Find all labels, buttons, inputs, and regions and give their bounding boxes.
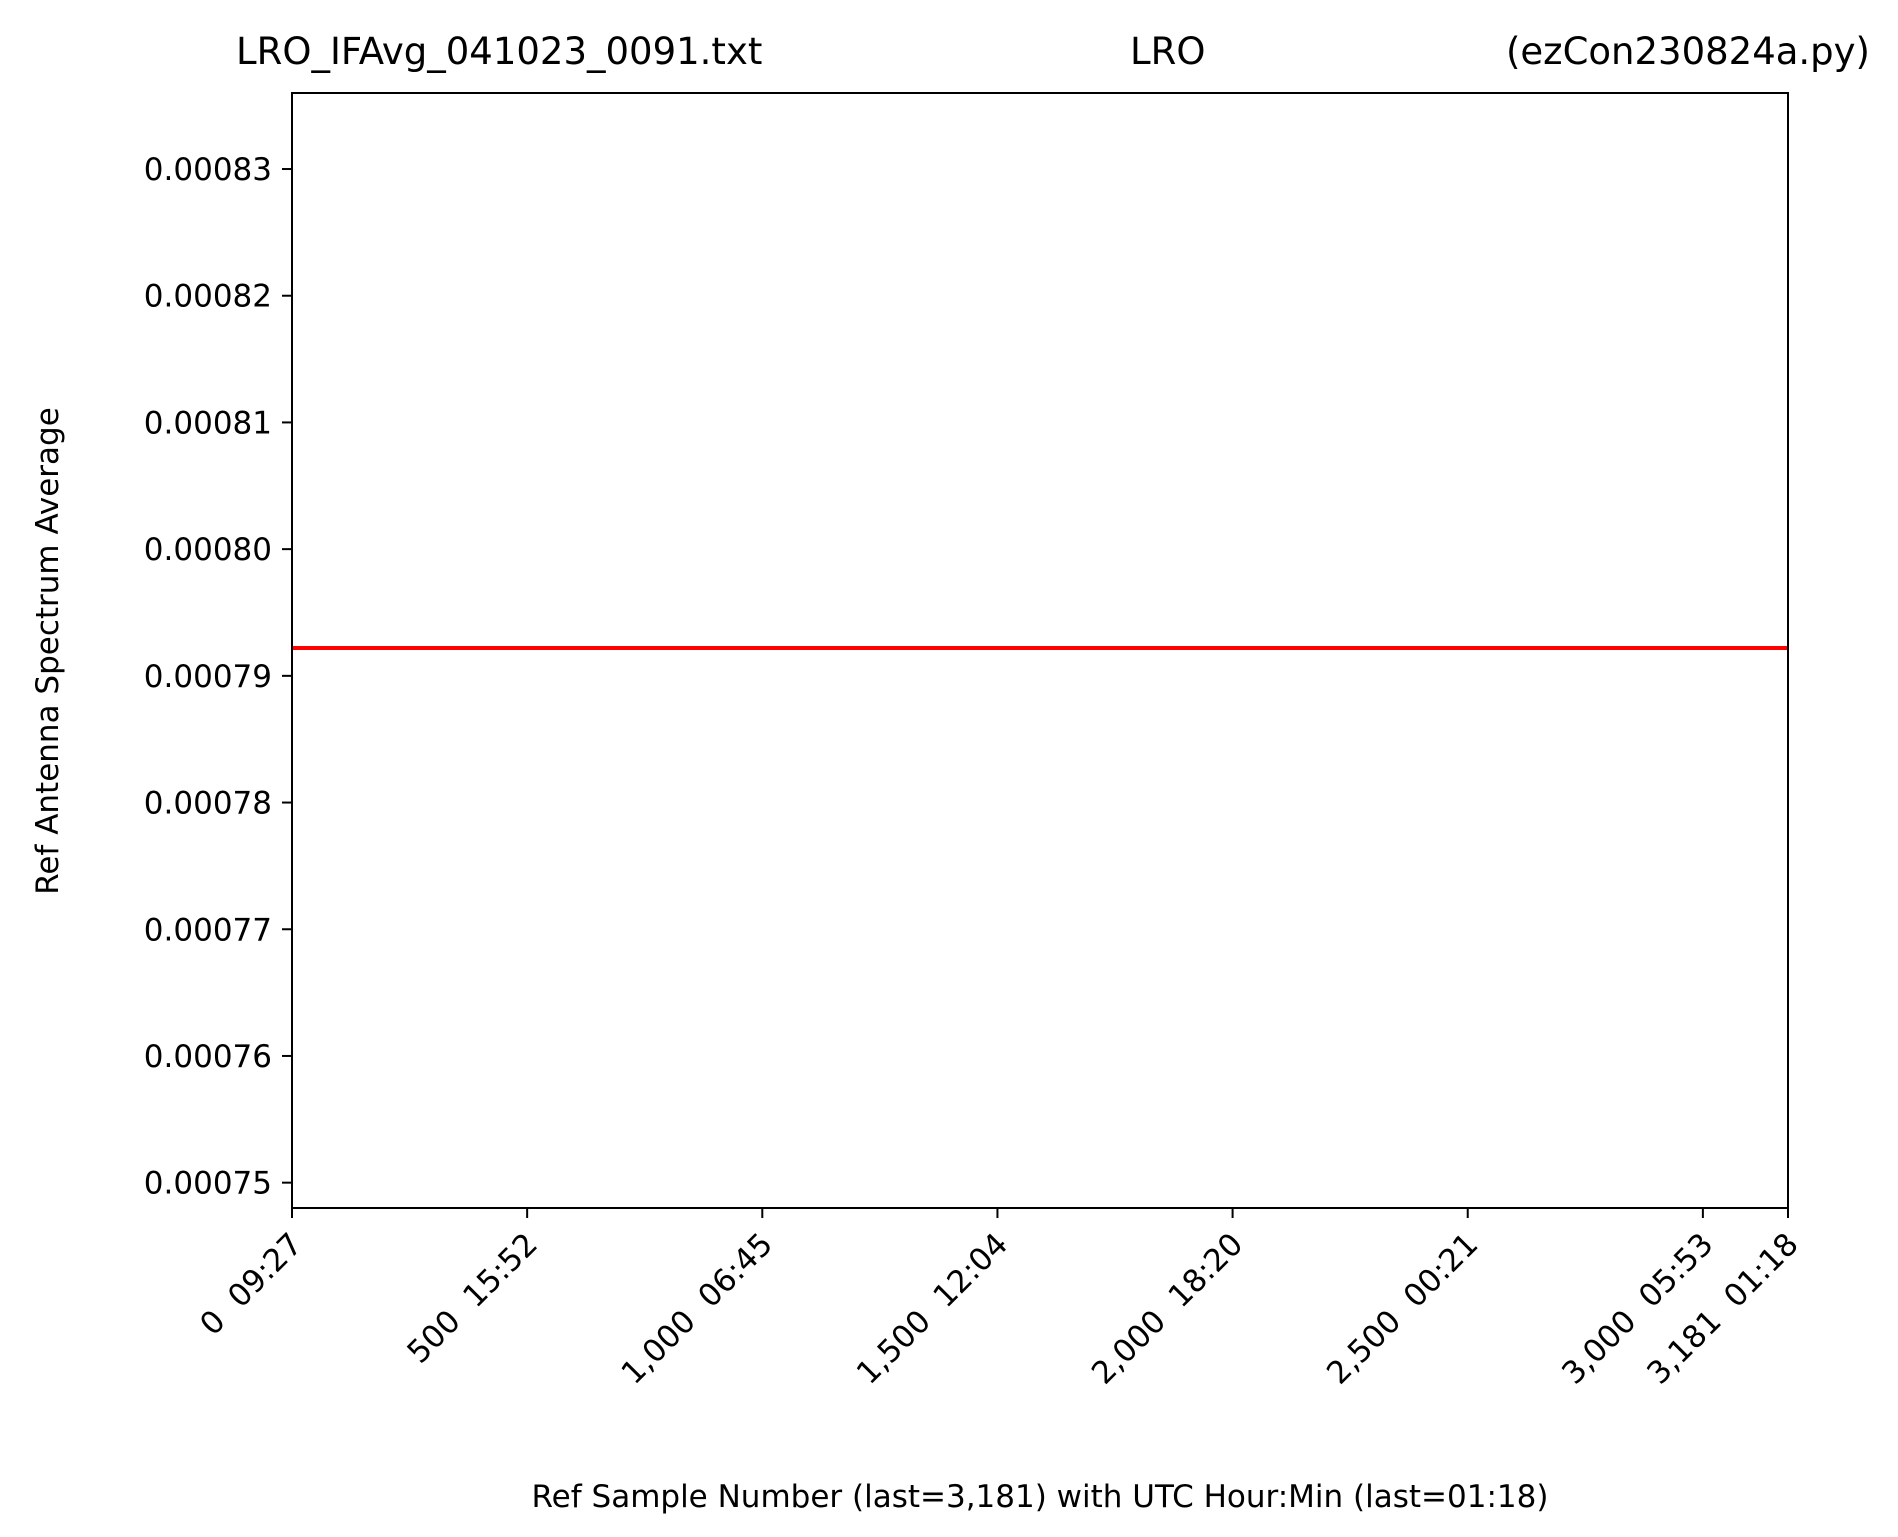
y-tick-label: 0.00081 [144,405,272,441]
x-axis-label: Ref Sample Number (last=3,181) with UTC … [532,1479,1549,1515]
y-axis-label: Ref Antenna Spectrum Average [30,407,66,895]
chart-title: LRO_IFAvg_041023_0091.txt LRO (ezCon2308… [236,30,1870,73]
y-tick-label: 0.00077 [144,912,272,948]
x-tick-label: 0 09:27 [193,1226,310,1343]
y-tick-label: 0.00078 [144,786,272,822]
y-tick-label: 0.00079 [144,659,272,695]
y-tick-label: 0.00076 [144,1039,272,1075]
y-tick-label: 0.00082 [144,279,272,315]
x-tick-label: 2,500 00:21 [1320,1226,1485,1391]
x-tick-label: 1,500 12:04 [850,1226,1015,1391]
y-tick-label: 0.00080 [144,532,272,568]
x-tick-label: 500 15:52 [400,1226,544,1370]
y-tick-label: 0.00075 [144,1166,272,1202]
y-axis: 0.00075 0.00076 0.00077 0.00078 0.00079 0.000… [144,152,292,1202]
plot-frame [291,92,1789,1209]
x-tick-label: 2,000 18:20 [1085,1226,1250,1391]
title-filename: LRO_IFAvg_041023_0091.txt [236,30,762,73]
title-station: LRO [1130,30,1205,73]
x-tick-label: 3,181 01:18 [1640,1226,1805,1391]
x-tick-label: 3,000 05:53 [1555,1226,1720,1391]
y-tick-label: 0.00083 [144,152,272,188]
x-axis: 0 09:27 500 15:52 1,000 06:45 1,500 12:04 2,… [193,1208,1806,1392]
title-program: (ezCon230824a.py) [1506,30,1870,73]
x-tick-label: 1,000 06:45 [615,1226,780,1391]
